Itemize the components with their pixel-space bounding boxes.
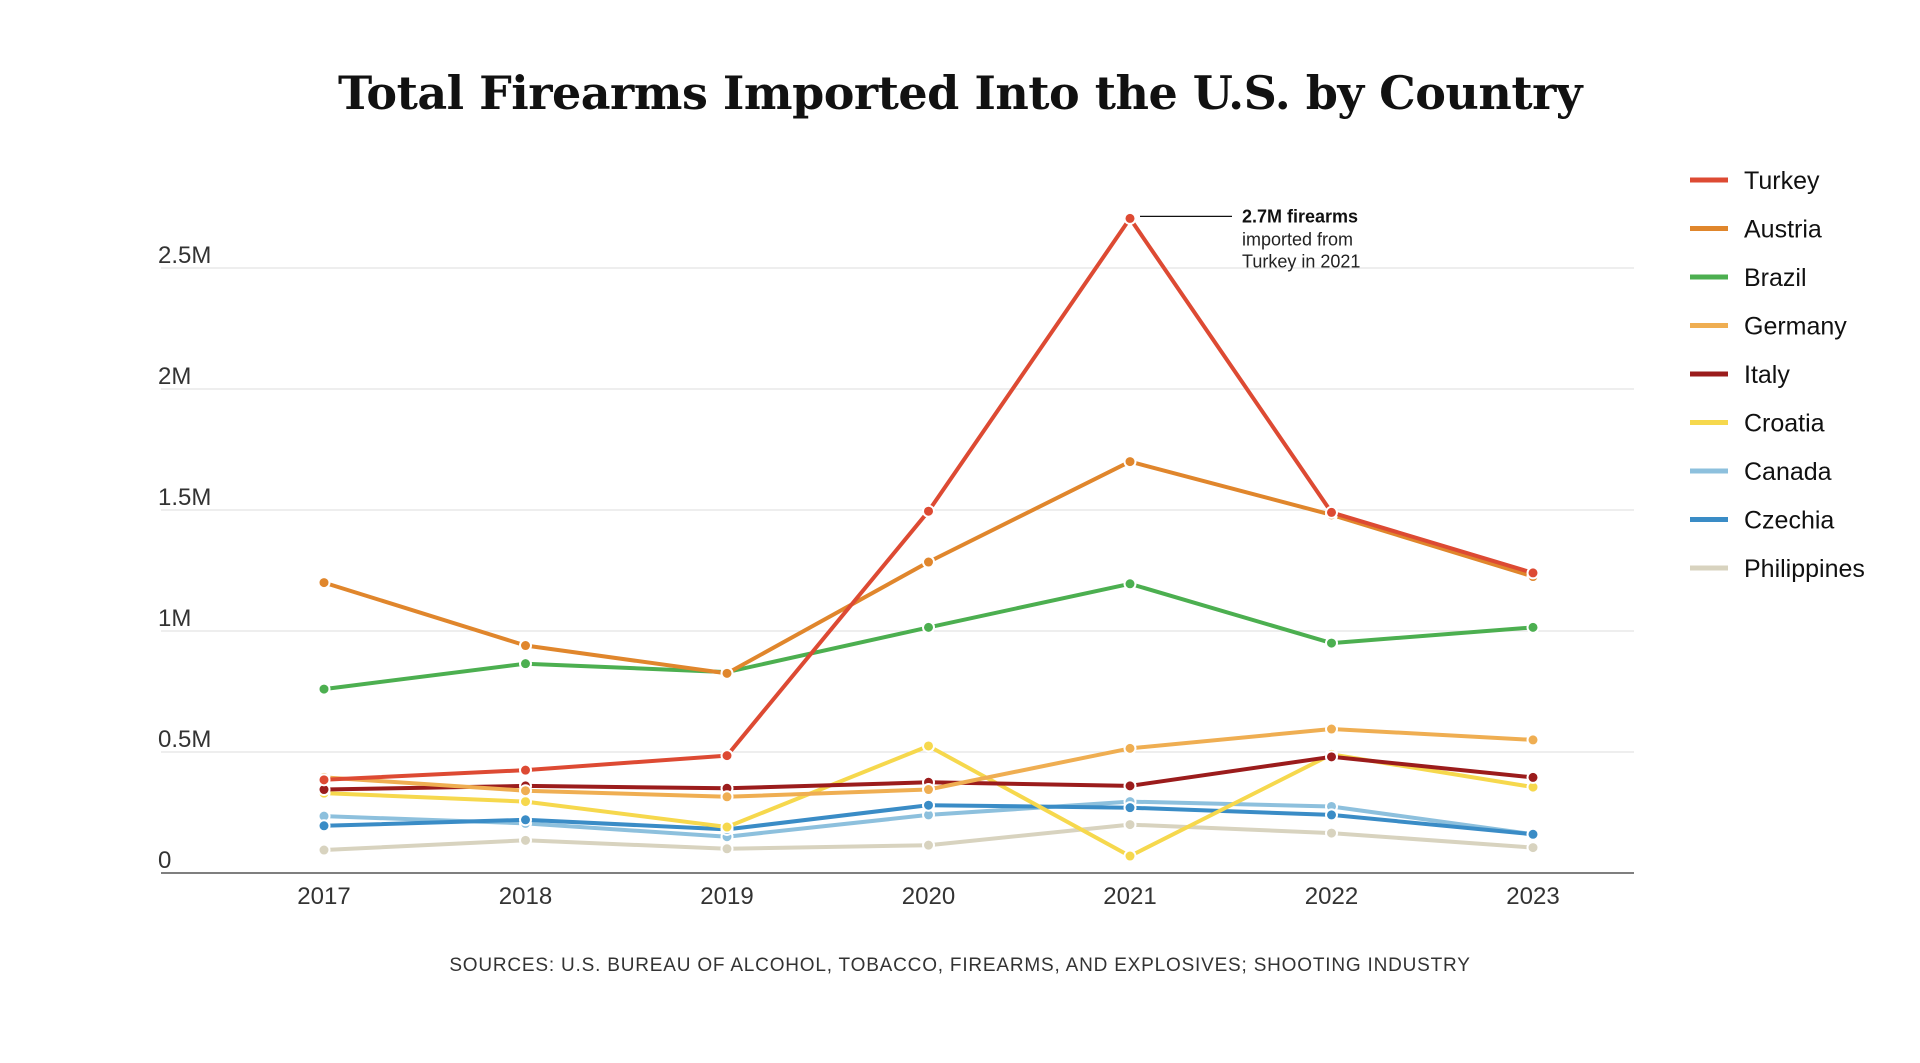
- legend-label: Czechia: [1744, 507, 1834, 535]
- annotation-line: Turkey in 2021: [1242, 251, 1360, 271]
- data-point-austria: [922, 555, 935, 569]
- legend-label: Croatia: [1744, 410, 1825, 438]
- data-point-turkey: [1123, 211, 1137, 225]
- data-point-philippines: [1325, 826, 1338, 840]
- y-tick-label: 1M: [158, 605, 191, 632]
- data-point-philippines: [317, 843, 331, 857]
- series-philippines: [317, 818, 1540, 857]
- data-point-croatia: [1123, 849, 1137, 863]
- data-point-croatia: [922, 739, 935, 753]
- data-point-turkey: [519, 763, 532, 777]
- y-tick-label: 2M: [158, 363, 191, 390]
- y-tick-label: 0.5M: [158, 726, 211, 753]
- legend-label: Canada: [1744, 458, 1832, 486]
- data-point-germany: [1325, 722, 1338, 736]
- legend-item-czechia: Czechia: [1690, 507, 1834, 535]
- legend-item-croatia: Croatia: [1690, 410, 1825, 438]
- y-tick-label: 0: [158, 847, 171, 874]
- data-point-brazil: [317, 682, 331, 696]
- data-point-italy: [1325, 750, 1338, 764]
- data-point-austria: [317, 576, 331, 590]
- series-line-brazil: [322, 581, 1535, 692]
- data-point-philippines: [922, 838, 935, 852]
- data-point-philippines: [1526, 841, 1540, 855]
- data-point-turkey: [922, 504, 935, 518]
- series-austria: [317, 455, 1540, 680]
- data-point-czechia: [519, 813, 532, 827]
- data-point-brazil: [519, 657, 532, 671]
- data-point-brazil: [1526, 620, 1540, 634]
- data-point-italy: [1123, 779, 1137, 793]
- x-tick-label: 2021: [1103, 883, 1156, 910]
- data-point-croatia: [519, 795, 532, 809]
- x-tick-label: 2018: [499, 883, 552, 910]
- annotation-headline: 2.7M firearms: [1242, 206, 1358, 226]
- x-tick-label: 2023: [1506, 883, 1559, 910]
- data-point-czechia: [1526, 827, 1540, 841]
- legend-item-turkey: Turkey: [1690, 167, 1820, 195]
- data-point-croatia: [720, 820, 734, 834]
- data-point-turkey: [317, 773, 331, 787]
- data-point-czechia: [922, 798, 935, 812]
- legend-item-germany: Germany: [1690, 313, 1847, 341]
- legend-item-canada: Canada: [1690, 458, 1832, 486]
- data-point-brazil: [922, 620, 935, 634]
- y-tick-label: 1.5M: [158, 484, 211, 511]
- data-point-austria: [519, 639, 532, 653]
- legend-label: Brazil: [1744, 264, 1807, 292]
- x-tick-label: 2022: [1305, 883, 1358, 910]
- legend-item-austria: Austria: [1690, 216, 1822, 244]
- data-point-austria: [720, 666, 734, 680]
- data-point-philippines: [1123, 818, 1137, 832]
- annotation-line: imported from: [1242, 229, 1353, 249]
- legend-label: Germany: [1744, 313, 1847, 341]
- data-point-brazil: [1325, 636, 1338, 650]
- data-point-germany: [1526, 733, 1540, 747]
- axes: 0 0.5M 1M 1.5M 2M 2.5M 2017 2018 2019 2020 2021 202…: [158, 242, 1634, 910]
- legend-item-italy: Italy: [1690, 361, 1790, 389]
- gridlines: [161, 267, 1634, 753]
- data-point-philippines: [519, 833, 532, 847]
- data-point-czechia: [1325, 808, 1338, 822]
- data-point-germany: [1123, 741, 1137, 755]
- data-point-philippines: [720, 842, 734, 856]
- data-point-turkey: [1526, 566, 1540, 580]
- legend: Turkey Austria Brazil Germany Italy Croatia Ca…: [1690, 167, 1865, 583]
- data-point-germany: [922, 783, 935, 797]
- legend-label: Philippines: [1744, 555, 1865, 583]
- legend-label: Italy: [1744, 361, 1790, 389]
- y-tick-label: 2.5M: [158, 242, 211, 269]
- series-germany: [317, 722, 1540, 804]
- series-lines: [317, 211, 1540, 863]
- x-tick-label: 2017: [297, 883, 350, 910]
- data-point-austria: [1123, 455, 1137, 469]
- legend-item-brazil: Brazil: [1690, 264, 1807, 292]
- data-point-turkey: [1325, 505, 1338, 519]
- data-point-brazil: [1123, 577, 1137, 591]
- data-point-czechia: [1123, 801, 1137, 815]
- chart-title: Total Firearms Imported Into the U.S. by…: [337, 66, 1583, 120]
- series-turkey: [317, 211, 1540, 787]
- legend-label: Turkey: [1744, 167, 1820, 195]
- data-point-germany: [720, 790, 734, 804]
- data-point-turkey: [720, 749, 734, 763]
- data-point-czechia: [317, 819, 331, 833]
- source-note: SOURCES: U.S. BUREAU OF ALCOHOL, TOBACCO…: [449, 955, 1471, 976]
- legend-label: Austria: [1744, 216, 1822, 244]
- data-point-italy: [1526, 770, 1540, 784]
- legend-item-philippines: Philippines: [1690, 555, 1865, 583]
- x-tick-label: 2020: [902, 883, 955, 910]
- x-tick-label: 2019: [700, 883, 753, 910]
- series-line-turkey: [322, 216, 1535, 782]
- data-point-germany: [519, 784, 532, 798]
